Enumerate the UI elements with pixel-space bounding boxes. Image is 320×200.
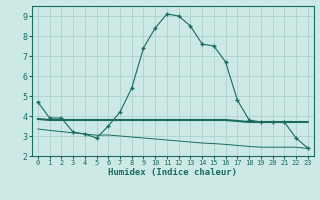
X-axis label: Humidex (Indice chaleur): Humidex (Indice chaleur) xyxy=(108,168,237,177)
